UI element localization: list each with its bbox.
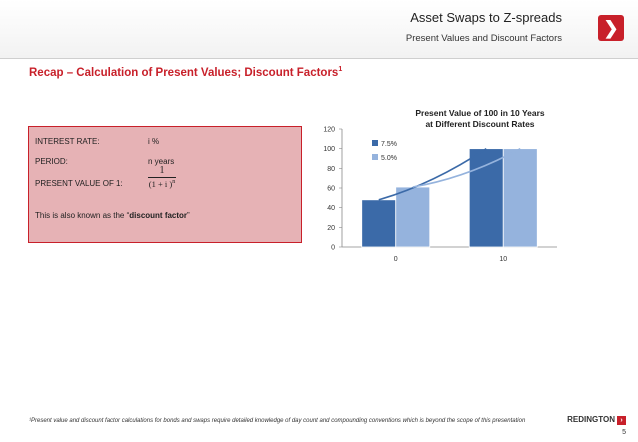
chart-title: Present Value of 100 in 10 Years at Diff… — [370, 108, 590, 130]
chevron-right-icon: ❯ — [598, 15, 624, 41]
trendline-7.5% — [378, 147, 487, 201]
header-title: Asset Swaps to Z-spreads — [410, 10, 562, 25]
also-known-text: This is also known as the “discount fact… — [35, 211, 190, 220]
brand-chevron-icon: › — [617, 416, 626, 425]
x-tick-label: 0 — [394, 256, 398, 263]
discount-formula: 1 (1 + i )n — [148, 165, 176, 189]
interest-rate-label: INTEREST RATE: — [35, 137, 100, 146]
legend-swatch-7.5% — [372, 140, 378, 146]
y-tick-label: 60 — [327, 186, 335, 193]
period-value: n years — [148, 157, 175, 166]
period-label: PERIOD: — [35, 157, 68, 166]
page-number: 5 — [622, 429, 626, 436]
y-tick-label: 20 — [327, 225, 335, 232]
discount-factor-term: discount factor — [129, 211, 188, 220]
trendline-5.0% — [412, 147, 521, 188]
header-subtitle: Present Values and Discount Factors — [405, 33, 562, 44]
formula-exponent: n — [172, 179, 176, 186]
x-tick-label: 10 — [499, 256, 507, 263]
interest-rate-value: i % — [148, 137, 160, 146]
legend-label-7.5%: 7.5% — [381, 141, 397, 148]
y-tick-label: 0 — [331, 245, 335, 252]
legend-swatch-5.0% — [372, 154, 378, 160]
footnote-marker: 1 — [338, 66, 343, 73]
section-title: Recap – Calculation of Present Values; D… — [29, 66, 342, 79]
bar-5.0%-0 — [395, 186, 431, 248]
slide-header: Asset Swaps to Z-spreads Present Values … — [0, 0, 638, 59]
formula-numerator: 1 — [148, 165, 176, 178]
y-tick-label: 80 — [327, 166, 335, 173]
y-tick-label: 40 — [327, 205, 335, 212]
bar-7.5%-0 — [361, 199, 397, 248]
brand-name: REDINGTON — [567, 415, 615, 424]
formula-denominator: (1 + i )n — [148, 178, 176, 189]
also-known-suffix: ” — [187, 211, 190, 220]
brand-logo: REDINGTON › — [567, 415, 626, 425]
footnote: ¹Present value and discount factor calcu… — [29, 418, 526, 424]
legend-label-5.0%: 5.0% — [381, 155, 397, 162]
bar-7.5%-10 — [468, 148, 504, 248]
present-value-label: PRESENT VALUE OF 1: — [35, 179, 123, 188]
bar-5.0%-10 — [502, 148, 538, 248]
present-value-chart: 0 20 40 60 80 100 120 0 10 7.5% 5.0% — [323, 127, 557, 263]
formula-base: (1 + i ) — [148, 179, 173, 189]
also-known-prefix: This is also known as the “ — [35, 211, 130, 220]
formula-box: INTEREST RATE: i % PERIOD: n years PRESE… — [28, 126, 302, 243]
y-tick-label: 120 — [323, 127, 335, 134]
chart-title-line1: Present Value of 100 in 10 Years — [415, 108, 545, 118]
section-title-text: Recap – Calculation of Present Values; D… — [29, 66, 339, 79]
y-tick-label: 100 — [323, 146, 335, 153]
chart-title-line2: at Different Discount Rates — [425, 119, 535, 129]
